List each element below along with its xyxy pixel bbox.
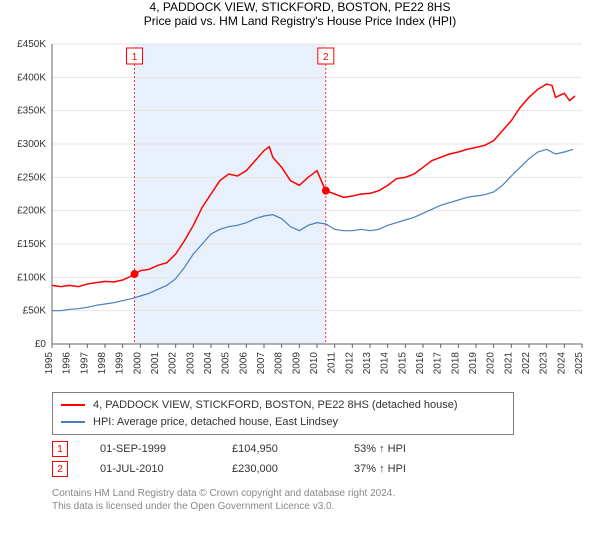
x-tick-label: 2006 bbox=[238, 352, 249, 375]
x-tick-label: 2024 bbox=[556, 352, 567, 375]
legend-swatch bbox=[61, 404, 85, 406]
transaction-price: £104,950 bbox=[232, 443, 322, 455]
transactions-table: 1 01-SEP-1999 £104,950 53% ↑ HPI 2 01-JUL-201… bbox=[52, 439, 584, 479]
highlight-band bbox=[135, 44, 326, 344]
y-tick-label: £150K bbox=[17, 239, 46, 250]
disclaimer: Contains HM Land Registry data © Crown c… bbox=[52, 487, 584, 513]
transaction-delta: 37% ↑ HPI bbox=[354, 463, 406, 475]
x-tick-label: 2001 bbox=[150, 352, 161, 375]
x-tick-label: 2007 bbox=[256, 352, 267, 375]
legend-row: 4, PADDOCK VIEW, STICKFORD, BOSTON, PE22… bbox=[61, 397, 505, 414]
legend-box: 4, PADDOCK VIEW, STICKFORD, BOSTON, PE22… bbox=[52, 392, 514, 435]
marker-label-text: 1 bbox=[132, 52, 138, 63]
transaction-row: 2 01-JUL-2010 £230,000 37% ↑ HPI bbox=[52, 459, 584, 479]
y-tick-label: £200K bbox=[17, 206, 46, 217]
y-tick-label: £100K bbox=[17, 272, 46, 283]
x-tick-label: 2025 bbox=[574, 352, 585, 375]
x-tick-label: 2009 bbox=[291, 352, 302, 375]
transaction-badge: 1 bbox=[52, 441, 68, 457]
transaction-date: 01-JUL-2010 bbox=[100, 463, 200, 475]
x-tick-label: 2010 bbox=[309, 352, 320, 375]
x-tick-label: 1995 bbox=[44, 352, 55, 375]
y-tick-label: £0 bbox=[35, 339, 47, 350]
legend-row: HPI: Average price, detached house, East… bbox=[61, 414, 505, 431]
x-tick-label: 2020 bbox=[486, 352, 497, 375]
x-tick-label: 2004 bbox=[203, 352, 214, 375]
x-tick-label: 2016 bbox=[415, 352, 426, 375]
x-tick-label: 2011 bbox=[327, 352, 338, 374]
x-tick-label: 1999 bbox=[115, 352, 126, 375]
transaction-price: £230,000 bbox=[232, 463, 322, 475]
x-tick-label: 2018 bbox=[450, 352, 461, 375]
x-tick-label: 2019 bbox=[468, 352, 479, 375]
y-tick-label: £400K bbox=[17, 72, 46, 83]
x-tick-label: 2015 bbox=[397, 352, 408, 375]
x-tick-label: 2012 bbox=[344, 352, 355, 375]
x-tick-label: 1996 bbox=[62, 352, 73, 375]
chart-subtitle: Price paid vs. HM Land Registry's House … bbox=[0, 14, 600, 28]
x-tick-label: 1997 bbox=[79, 352, 90, 375]
legend-swatch bbox=[61, 421, 85, 423]
transaction-badge: 2 bbox=[52, 461, 68, 477]
chart-title: 4, PADDOCK VIEW, STICKFORD, BOSTON, PE22… bbox=[0, 0, 600, 14]
legend-label: 4, PADDOCK VIEW, STICKFORD, BOSTON, PE22… bbox=[93, 397, 458, 414]
x-tick-label: 2005 bbox=[221, 352, 232, 375]
transaction-row: 1 01-SEP-1999 £104,950 53% ↑ HPI bbox=[52, 439, 584, 459]
disclaimer-line-2: This data is licensed under the Open Gov… bbox=[52, 500, 584, 513]
x-tick-label: 2002 bbox=[168, 352, 179, 375]
y-tick-label: £350K bbox=[17, 106, 46, 117]
legend-label: HPI: Average price, detached house, East… bbox=[93, 414, 338, 431]
y-tick-label: £300K bbox=[17, 139, 46, 150]
y-tick-label: £50K bbox=[23, 306, 47, 317]
x-tick-label: 2013 bbox=[362, 352, 373, 375]
transaction-delta: 53% ↑ HPI bbox=[354, 443, 406, 455]
x-tick-label: 2000 bbox=[132, 352, 143, 375]
x-tick-label: 2003 bbox=[185, 352, 196, 375]
chart-area: £0 £50K £100K £150K £200K £250K £300K £350K £400… bbox=[0, 34, 600, 384]
marker-label-text: 2 bbox=[323, 52, 329, 63]
x-tick-label: 2023 bbox=[539, 352, 550, 375]
chart-svg: £0 £50K £100K £150K £200K £250K £300K £350K £400… bbox=[0, 34, 600, 384]
y-tick-label: £450K bbox=[17, 39, 46, 50]
x-tick-label: 2021 bbox=[503, 352, 514, 375]
transaction-date: 01-SEP-1999 bbox=[100, 443, 200, 455]
x-tick-label: 2014 bbox=[380, 352, 391, 375]
x-tick-label: 2022 bbox=[521, 352, 532, 375]
x-tick-label: 1998 bbox=[97, 352, 108, 375]
x-tick-label: 2008 bbox=[274, 352, 285, 375]
disclaimer-line-1: Contains HM Land Registry data © Crown c… bbox=[52, 487, 584, 500]
y-tick-label: £250K bbox=[17, 172, 46, 183]
x-tick-label: 2017 bbox=[433, 352, 444, 375]
